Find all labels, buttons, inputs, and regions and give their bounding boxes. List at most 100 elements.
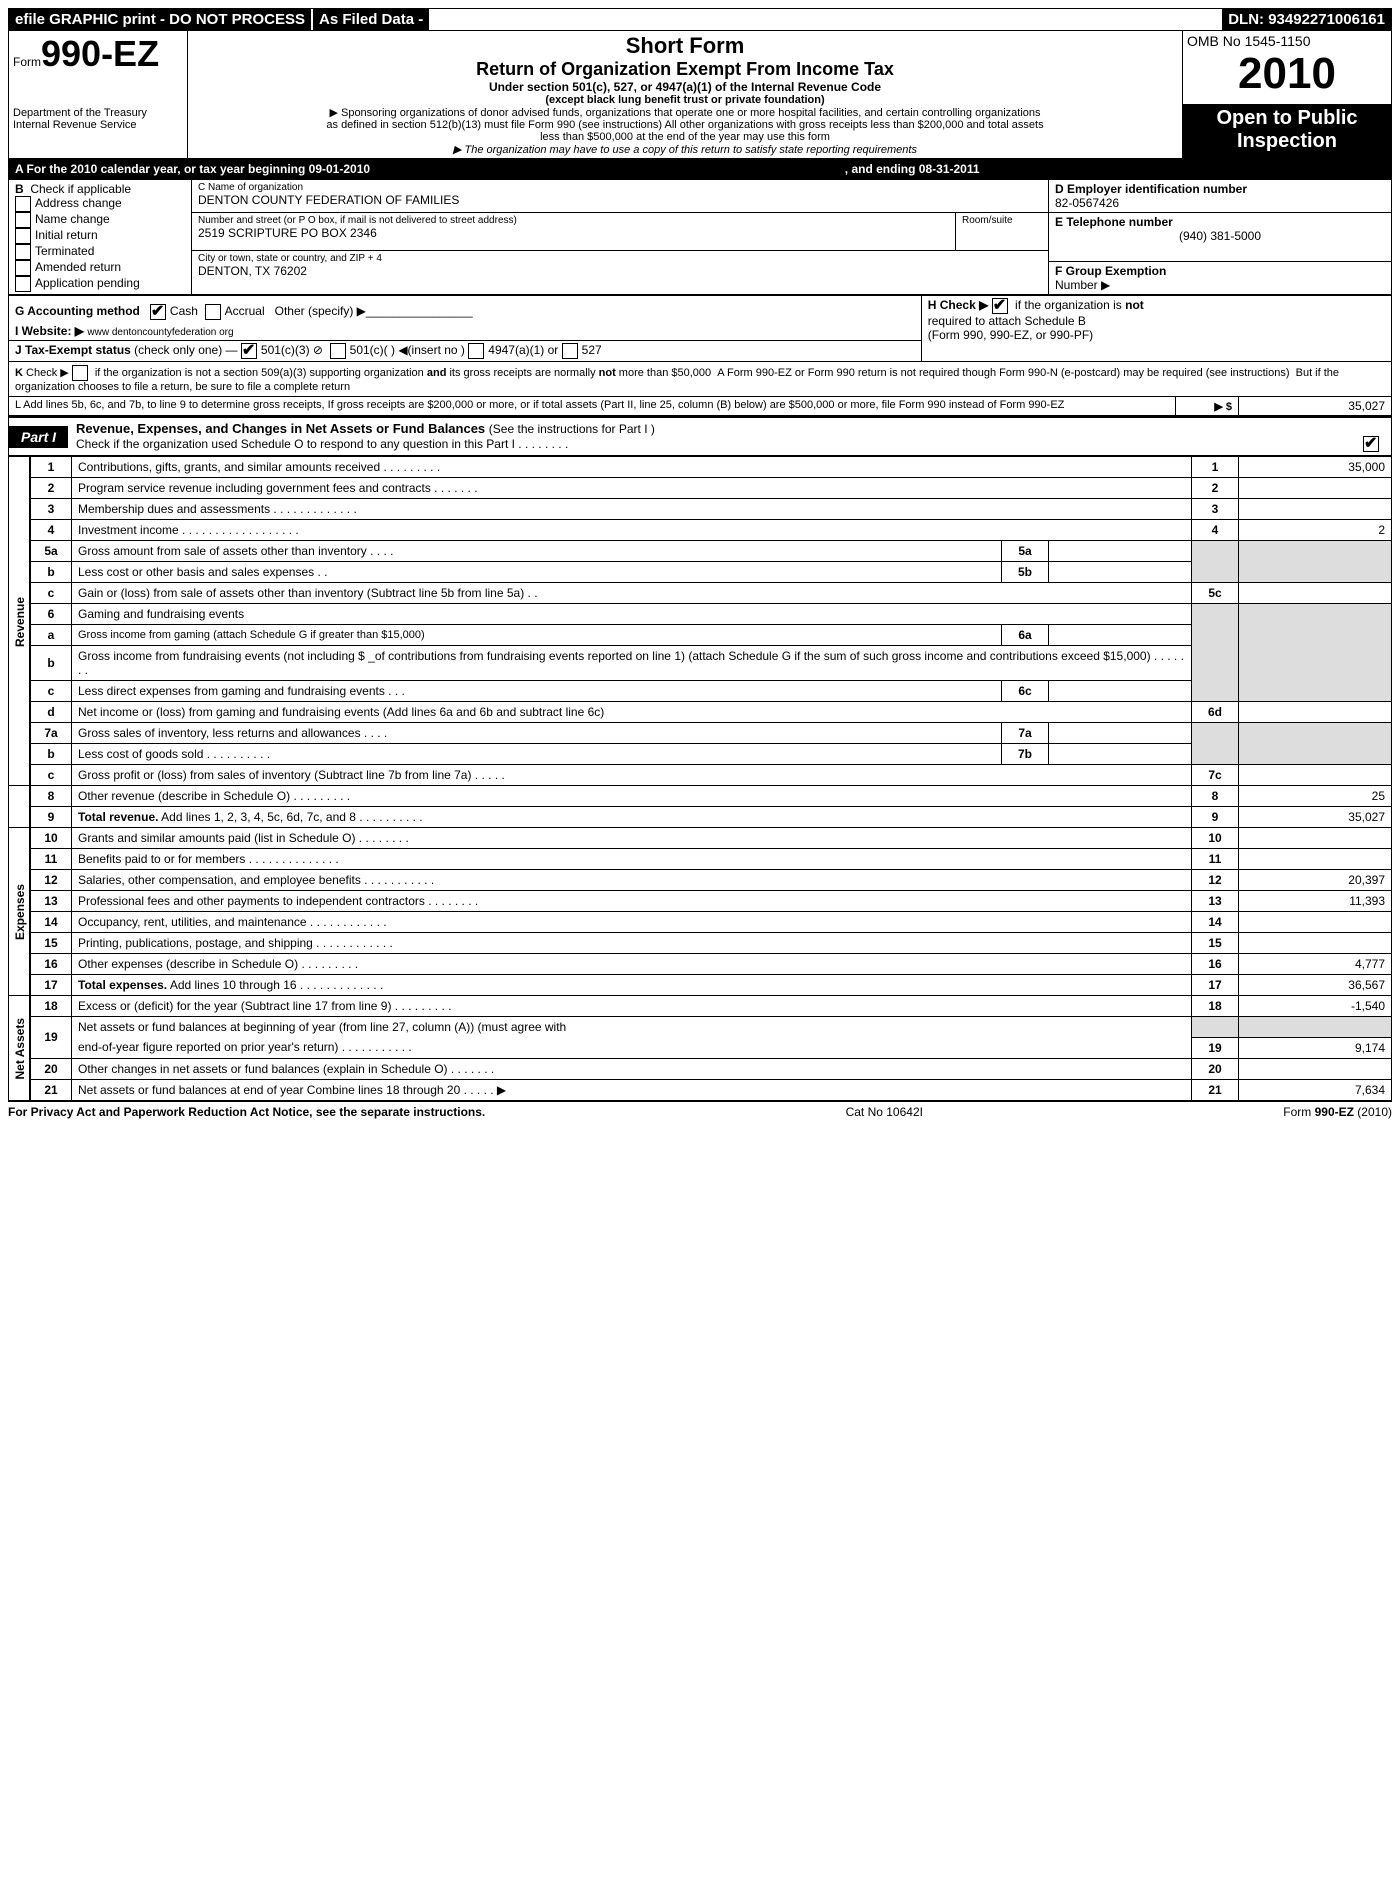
chk-527[interactable] — [562, 343, 578, 359]
org-name: DENTON COUNTY FEDERATION OF FAMILIES — [198, 193, 1042, 207]
efile-label: efile GRAPHIC print - DO NOT PROCESS — [9, 9, 311, 30]
line-18-desc: Excess or (deficit) for the year (Subtra… — [72, 996, 1192, 1017]
chk-name-change[interactable]: Name change — [15, 212, 185, 228]
website-value: www dentoncountyfederation org — [87, 327, 233, 338]
line-9-desc: Add lines 1, 2, 3, 4, 5c, 6d, 7c, and 8 … — [158, 810, 422, 824]
line-13-val: 11,393 — [1239, 891, 1392, 912]
section-b-label: B — [15, 182, 24, 196]
street-label: Number and street (or P O box, if mail i… — [198, 215, 949, 226]
expenses-sidelabel: Expenses — [9, 828, 31, 996]
chk-4947[interactable] — [468, 343, 484, 359]
line-6-desc: Gaming and fundraising events — [72, 604, 1192, 625]
g-label: G Accounting method — [15, 304, 140, 318]
line-14-desc: Occupancy, rent, utilities, and maintena… — [72, 912, 1192, 933]
line-7b-innerval — [1049, 744, 1192, 765]
l-text: L Add lines 5b, 6c, and 7b, to line 9 to… — [15, 399, 1064, 411]
line-1-desc: Contributions, gifts, grants, and simila… — [72, 457, 1192, 478]
asfiled-label: As Filed Data - — [311, 9, 431, 30]
line-3-val — [1239, 499, 1392, 520]
line-7b-desc: Less cost of goods sold . . . . . . . . … — [72, 744, 1002, 765]
subtitle-1: Under section 501(c), 527, or 4947(a)(1)… — [192, 80, 1178, 94]
footer-mid: Cat No 10642I — [846, 1105, 923, 1119]
chk-h[interactable] — [992, 298, 1008, 314]
part1-label: Part I — [9, 426, 68, 448]
ein-value: 82-0567426 — [1055, 196, 1385, 210]
i-label: I Website: ▶ — [15, 324, 84, 338]
form-header-table: Form990-EZ Department of the Treasury In… — [8, 31, 1392, 159]
chk-501c[interactable] — [330, 343, 346, 359]
line-4-val: 2 — [1239, 520, 1392, 541]
h-label: H Check ▶ — [928, 298, 989, 312]
line-5b-desc: Less cost or other basis and sales expen… — [72, 562, 1002, 583]
line-20-desc: Other changes in net assets or fund bala… — [72, 1058, 1192, 1079]
line-7c-val — [1239, 765, 1392, 786]
h-not: not — [1125, 298, 1144, 312]
line-2-desc: Program service revenue including govern… — [72, 478, 1192, 499]
open-line2: Inspection — [1187, 130, 1387, 153]
f-label: F Group Exemption — [1055, 264, 1166, 278]
line-a-row: A For the 2010 calendar year, or tax yea… — [8, 159, 1392, 179]
h-text2: if the organization is — [1015, 298, 1125, 312]
part1-header: Part I Revenue, Expenses, and Changes in… — [8, 416, 1392, 456]
chk-terminated[interactable]: Terminated — [15, 244, 185, 260]
h-text3: required to attach Schedule B — [928, 314, 1385, 328]
revenue-sidelabel: Revenue — [9, 457, 31, 786]
chk-schedule-o-part1[interactable] — [1363, 436, 1379, 452]
line-12-val: 20,397 — [1239, 870, 1392, 891]
chk-amended-return[interactable]: Amended return — [15, 260, 185, 276]
j-paren: (check only one) — — [134, 343, 237, 357]
phone-value: (940) 381-5000 — [1055, 229, 1385, 243]
line-3-desc: Membership dues and assessments . . . . … — [72, 499, 1192, 520]
line-4-desc: Investment income . . . . . . . . . . . … — [72, 520, 1192, 541]
line-16-desc: Other expenses (describe in Schedule O) … — [72, 954, 1192, 975]
line-21-desc: Net assets or fund balances at end of ye… — [72, 1079, 1192, 1100]
line-14-val — [1239, 912, 1392, 933]
line-17-val: 36,567 — [1239, 975, 1392, 996]
line-9-val: 35,027 — [1239, 807, 1392, 828]
line-7a-innerval — [1049, 723, 1192, 744]
chk-initial-return[interactable]: Initial return — [15, 228, 185, 244]
header-note-1: ▶ Sponsoring organizations of donor advi… — [325, 106, 1045, 143]
short-form-title: Short Form — [192, 33, 1178, 59]
line-5a-innerval — [1049, 541, 1192, 562]
chk-k[interactable] — [72, 365, 88, 381]
line-1-val: 35,000 — [1239, 457, 1392, 478]
line-5c-desc: Gain or (loss) from sale of assets other… — [72, 583, 1192, 604]
part1-sub: Check if the organization used Schedule … — [76, 437, 568, 451]
omb-number: OMB No 1545-1150 — [1187, 33, 1387, 49]
line-6a-desc: Gross income from gaming (attach Schedul… — [72, 625, 1002, 646]
line-15-val — [1239, 933, 1392, 954]
line-10-desc: Grants and similar amounts paid (list in… — [72, 828, 1192, 849]
city-label: City or town, state or country, and ZIP … — [198, 253, 1042, 264]
topbar-spacer — [431, 9, 1222, 30]
sections-gihj: G Accounting method Cash Accrual Other (… — [8, 295, 1392, 362]
line-8-desc: Other revenue (describe in Schedule O) .… — [72, 786, 1192, 807]
line-13-desc: Professional fees and other payments to … — [72, 891, 1192, 912]
line-15-desc: Printing, publications, postage, and shi… — [72, 933, 1192, 954]
dept-irs: Internal Revenue Service — [13, 119, 183, 131]
line-6c-innerval — [1049, 681, 1192, 702]
open-to-public: Open to Public Inspection — [1183, 105, 1392, 159]
city-value: DENTON, TX 76202 — [198, 264, 1042, 278]
line-18-val: -1,540 — [1239, 996, 1392, 1017]
header-note-2: ▶ The organization may have to use a cop… — [192, 143, 1178, 156]
f-label2: Number ▶ — [1055, 278, 1110, 292]
line-6d-desc: Net income or (loss) from gaming and fun… — [72, 702, 1192, 723]
chk-accrual[interactable] — [205, 304, 221, 320]
part1-title: Revenue, Expenses, and Changes in Net As… — [76, 421, 485, 436]
part1-title-note: (See the instructions for Part I ) — [489, 422, 655, 436]
line-17-desc: Add lines 10 through 16 . . . . . . . . … — [167, 978, 383, 992]
d-label: D Employer identification number — [1055, 182, 1385, 196]
netassets-sidelabel: Net Assets — [9, 996, 31, 1101]
line-11-desc: Benefits paid to or for members . . . . … — [72, 849, 1192, 870]
open-line1: Open to Public — [1187, 107, 1387, 130]
line-a-ending: , and ending 08-31-2011 — [845, 162, 980, 176]
line-8-val: 25 — [1239, 786, 1392, 807]
chk-application-pending[interactable]: Application pending — [15, 276, 185, 292]
l-arrow: ▶ $ — [1214, 401, 1232, 413]
chk-501c3[interactable] — [241, 343, 257, 359]
line-2-val — [1239, 478, 1392, 499]
chk-address-change[interactable]: Address change — [15, 196, 185, 212]
chk-cash[interactable] — [150, 304, 166, 320]
part1-lines: Revenue 1 Contributions, gifts, grants, … — [8, 456, 1392, 1101]
